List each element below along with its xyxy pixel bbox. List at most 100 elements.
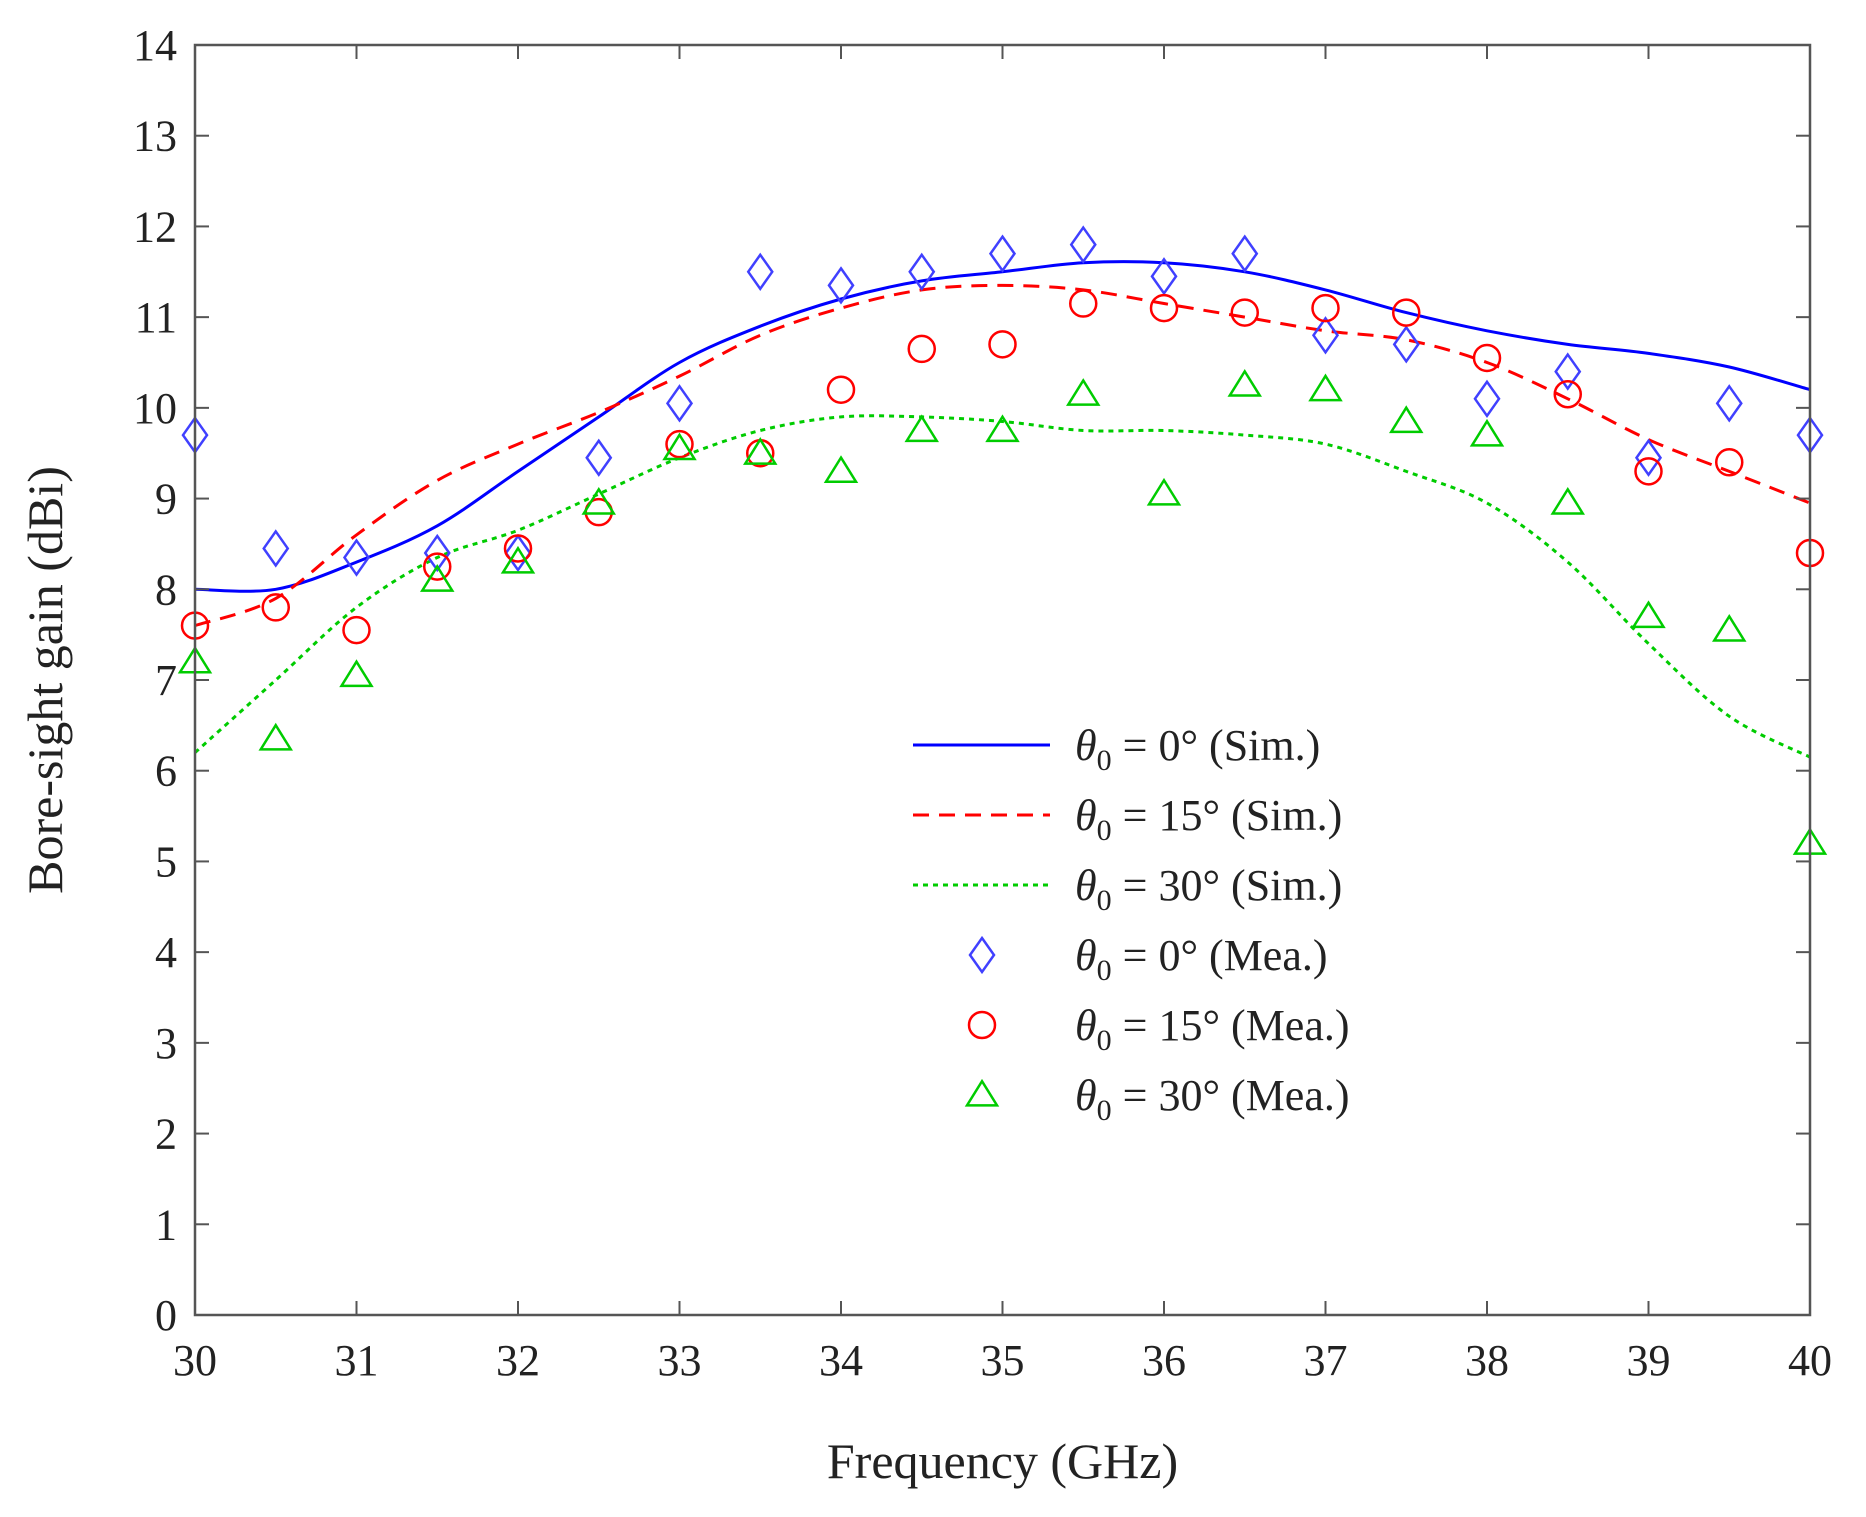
legend-item: θ0 = 15° (Mea.) — [967, 1001, 1350, 1057]
legend-item: θ0 = 15° (Sim.) — [913, 791, 1342, 847]
data-point-triangle — [500, 545, 536, 574]
y-tick-label: 12 — [133, 202, 177, 251]
data-point-triangle — [1308, 373, 1343, 402]
x-tick-label: 32 — [496, 1336, 540, 1385]
legend-rest: = 15° (Sim.) — [1112, 791, 1343, 840]
legend-rest: = 30° (Mea.) — [1112, 1071, 1350, 1120]
data-point-triangle — [581, 486, 616, 515]
legend-label: θ0 = 15° (Mea.) — [1075, 1001, 1350, 1057]
x-tick-label: 37 — [1304, 1336, 1348, 1385]
x-tick-label: 38 — [1465, 1336, 1509, 1385]
data-point-circle — [423, 552, 452, 581]
y-tick-label: 13 — [133, 112, 177, 161]
data-point-diamond — [746, 252, 774, 291]
data-point-diamond — [827, 266, 855, 305]
legend-subscript: 0 — [1097, 814, 1112, 847]
y-tick-label: 14 — [133, 21, 177, 70]
legend-subscript: 0 — [1097, 884, 1112, 917]
legend-theta: θ — [1075, 1001, 1097, 1050]
tick-layer: 30 31 32 33 34 35 36 37 38 39 40012345678910111213… — [133, 21, 1832, 1385]
data-point-circle — [1311, 293, 1340, 323]
x-tick-label: 40 — [1788, 1336, 1832, 1385]
x-tick-label: 36 — [1142, 1336, 1186, 1385]
data-point-triangle — [1712, 613, 1747, 642]
legend-item: θ0 = 0° (Sim.) — [913, 721, 1320, 777]
data-point-circle — [907, 334, 936, 364]
data-point-triangle — [1631, 600, 1666, 629]
data-point-triangle — [258, 722, 293, 751]
data-point-triangle — [1389, 405, 1424, 434]
data-point-diamond — [585, 438, 613, 477]
data-point-circle — [1472, 343, 1502, 373]
data-point-circle — [826, 375, 856, 404]
data-point-diamond — [1392, 325, 1420, 364]
legend-rest: = 0° (Sim.) — [1112, 721, 1321, 770]
data-point-circle — [342, 615, 371, 645]
legend-subscript: 0 — [1097, 1094, 1112, 1127]
series-5 — [177, 369, 1828, 855]
data-point-diamond — [504, 533, 532, 573]
data-point-diamond — [908, 252, 936, 291]
legend-swatch-diamond — [968, 935, 996, 975]
x-tick-label: 35 — [981, 1336, 1025, 1385]
data-point-diamond — [1231, 234, 1259, 273]
series-1 — [194, 283, 1811, 628]
data-point-circle — [1392, 298, 1421, 327]
legend: θ0 = 0° (Sim.)θ0 = 15° (Sim.)θ0 = 30° (S… — [913, 721, 1350, 1127]
legend-label: θ0 = 15° (Sim.) — [1075, 791, 1342, 847]
legend-subscript: 0 — [1097, 1024, 1112, 1057]
y-tick-label: 3 — [155, 1019, 177, 1068]
series-2 — [193, 414, 1811, 759]
data-point-triangle — [1227, 369, 1262, 397]
x-tick-label: 33 — [658, 1336, 702, 1385]
y-tick-label: 6 — [155, 747, 177, 796]
legend-theta: θ — [1075, 791, 1097, 840]
data-point-diamond — [262, 529, 290, 568]
legend-theta: θ — [1075, 1071, 1097, 1120]
legend-subscript: 0 — [1097, 744, 1112, 777]
y-tick-label: 4 — [155, 928, 177, 977]
data-point-triangle — [823, 455, 859, 483]
legend-item: θ0 = 30° (Mea.) — [964, 1071, 1350, 1127]
legend-label: θ0 = 0° (Mea.) — [1075, 931, 1328, 987]
y-tick-label: 2 — [155, 1110, 177, 1159]
legend-subscript: 0 — [1097, 954, 1112, 987]
data-point-circle — [1553, 380, 1582, 409]
data-point-circle — [1069, 289, 1098, 318]
legend-theta: θ — [1075, 861, 1097, 910]
legend-item: θ0 = 30° (Sim.) — [913, 861, 1342, 917]
data-point-diamond — [423, 533, 451, 573]
data-point-diamond — [1150, 257, 1178, 296]
x-axis-title: Frequency (GHz) — [827, 1433, 1178, 1489]
data-point-diamond — [665, 384, 694, 423]
legend-label: θ0 = 0° (Sim.) — [1075, 721, 1320, 777]
legend-label: θ0 = 30° (Mea.) — [1075, 1071, 1350, 1127]
data-point-diamond — [988, 234, 1017, 273]
y-tick-label: 1 — [155, 1200, 177, 1249]
data-point-triangle — [743, 437, 778, 465]
legend-theta: θ — [1075, 721, 1097, 770]
legend-swatch-triangle — [964, 1078, 1000, 1107]
data-point-diamond — [342, 538, 371, 577]
x-tick-label: 39 — [1627, 1336, 1671, 1385]
y-tick-label: 5 — [155, 837, 177, 886]
x-tick-label: 34 — [819, 1336, 863, 1385]
data-point-triangle — [985, 414, 1020, 443]
data-point-circle — [1230, 298, 1259, 327]
legend-rest: = 0° (Mea.) — [1112, 931, 1328, 980]
y-tick-label: 7 — [155, 656, 177, 705]
data-point-triangle — [1550, 486, 1585, 515]
x-tick-label: 30 — [173, 1336, 217, 1385]
y-axis-title: Bore-sight gain (dBi) — [17, 466, 73, 894]
legend-theta: θ — [1075, 931, 1097, 980]
data-point-triangle — [1066, 378, 1101, 406]
legend-label: θ0 = 30° (Sim.) — [1075, 861, 1342, 917]
data-point-circle — [261, 593, 290, 622]
data-point-diamond — [1634, 438, 1663, 477]
data-point-triangle — [662, 432, 697, 461]
legend-swatch-circle — [967, 1010, 997, 1040]
data-point-triangle — [1469, 418, 1505, 447]
data-point-diamond — [1715, 384, 1743, 423]
y-tick-label: 9 — [155, 475, 177, 524]
